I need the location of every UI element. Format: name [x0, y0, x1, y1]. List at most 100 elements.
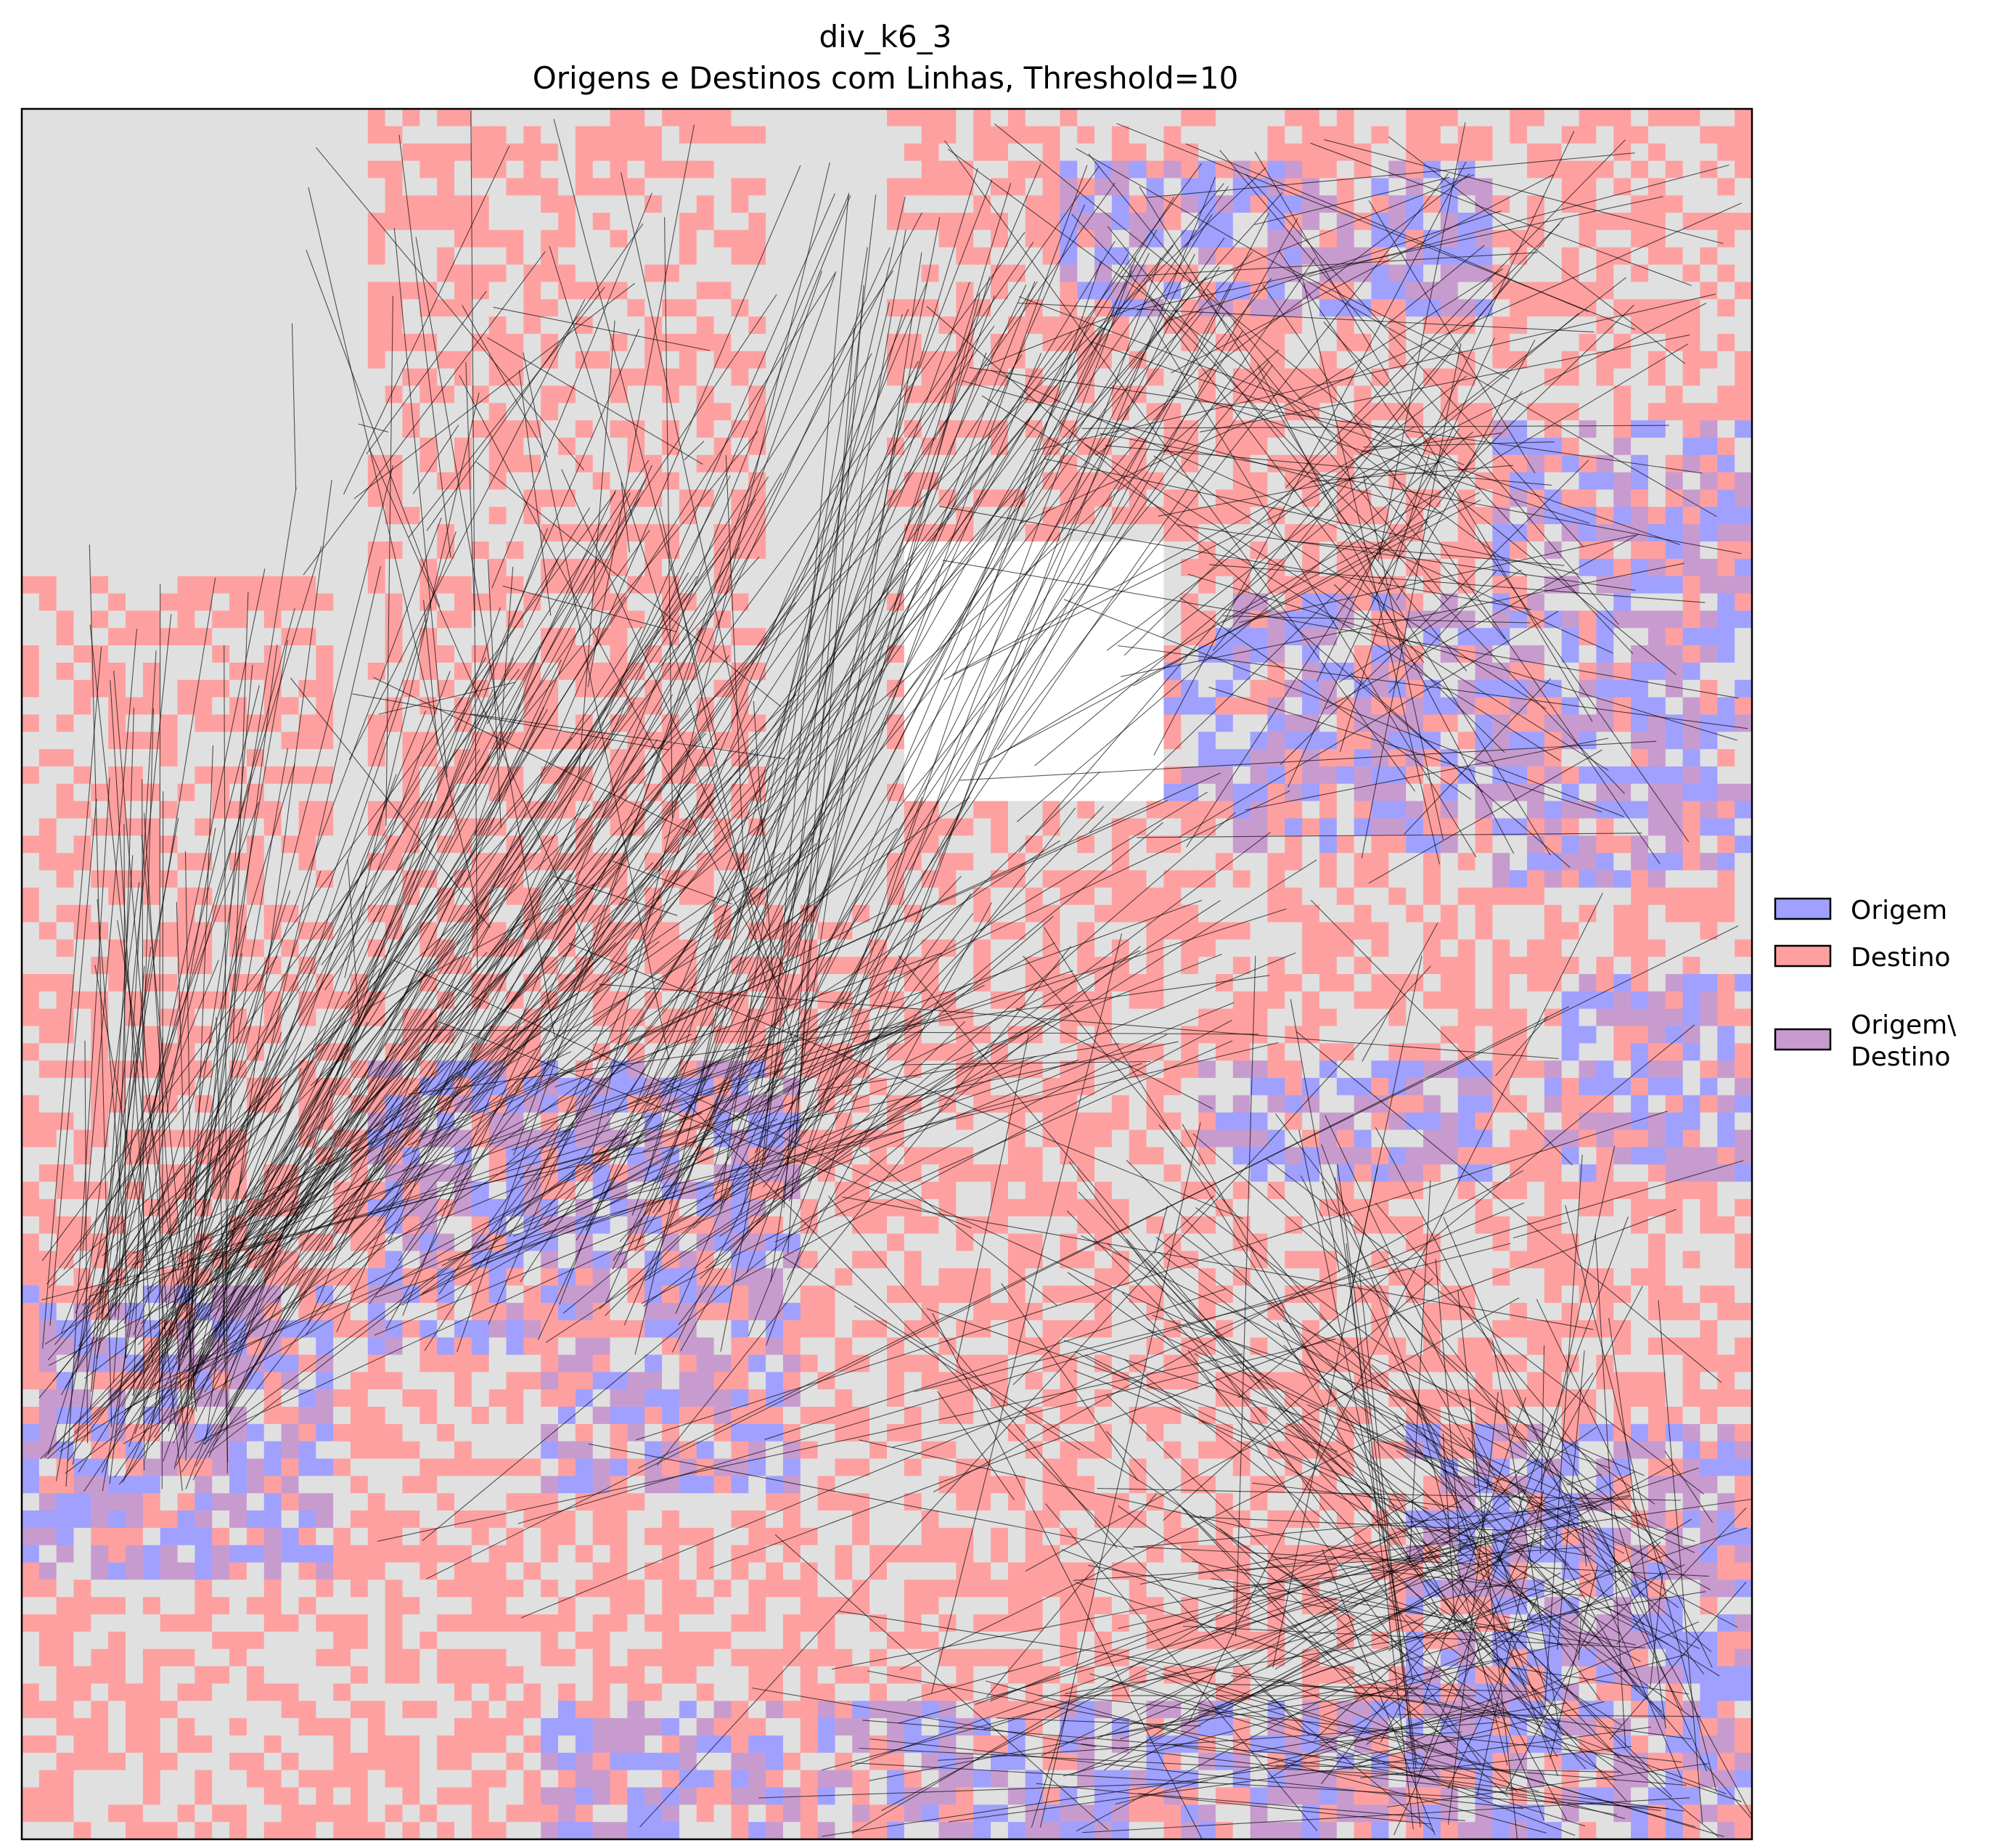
cell-background — [177, 801, 195, 819]
cell-background — [22, 524, 40, 542]
cell-background — [160, 541, 178, 560]
cell-background — [246, 437, 265, 456]
cell-origin — [1215, 679, 1234, 698]
cell-empty — [1094, 662, 1113, 681]
cell-background — [541, 818, 559, 836]
cell-destination — [1181, 870, 1199, 888]
cell-destination — [748, 229, 766, 248]
cell-empty — [973, 766, 991, 785]
cell-background — [679, 524, 697, 542]
cell-origin — [1475, 714, 1493, 732]
cell-destination — [1025, 213, 1043, 231]
cell-background — [1735, 645, 1752, 663]
cell-background — [662, 178, 680, 196]
cell-origin — [1146, 178, 1164, 196]
cell-background — [1388, 143, 1407, 161]
cell-background — [316, 160, 334, 179]
cell-empty — [1094, 541, 1113, 560]
cell-background — [160, 766, 178, 785]
cell-origin — [1579, 524, 1597, 542]
cell-background — [212, 732, 230, 750]
cell-background — [246, 507, 265, 525]
cell-origin — [1579, 766, 1597, 785]
cell-background — [22, 783, 40, 801]
cell-destination — [142, 697, 161, 715]
cell-background — [1717, 368, 1735, 386]
cell-background — [350, 264, 369, 282]
cell-destination — [471, 385, 490, 404]
cell-destination — [1492, 454, 1510, 473]
cell-destination — [195, 593, 213, 611]
cell-background — [731, 818, 749, 836]
cell-background — [177, 368, 195, 386]
cell-both — [1388, 783, 1407, 801]
cell-background — [800, 109, 819, 127]
cell-background — [126, 454, 144, 473]
cell-destination — [263, 766, 282, 785]
cell-background — [1492, 645, 1510, 663]
cell-empty — [1060, 749, 1078, 767]
cell-background — [835, 282, 853, 300]
cell-background — [263, 368, 282, 386]
cell-destination — [1285, 904, 1303, 923]
cell-destination — [1388, 316, 1407, 335]
cell-background — [852, 507, 870, 525]
cell-destination — [1510, 576, 1528, 594]
cell-background — [1007, 282, 1026, 300]
cell-destination — [160, 714, 178, 732]
cell-origin — [1735, 507, 1752, 525]
cell-background — [1077, 160, 1095, 179]
cell-destination — [1735, 143, 1752, 161]
cell-background — [1007, 835, 1026, 854]
cell-background — [246, 541, 265, 560]
cell-background — [195, 454, 213, 473]
cell-both — [1060, 264, 1078, 282]
cell-destination — [1665, 403, 1684, 421]
cell-empty — [1025, 783, 1043, 801]
cell-empty — [1094, 714, 1113, 732]
cell-destination — [488, 316, 507, 335]
cell-destination — [973, 126, 991, 144]
cell-background — [1440, 870, 1459, 888]
cell-destination — [1544, 939, 1563, 957]
cell-background — [575, 299, 594, 317]
cell-origin — [1665, 541, 1684, 560]
cell-background — [108, 229, 126, 248]
cell-destination — [38, 835, 57, 854]
cell-origin — [1354, 299, 1372, 317]
cell-destination — [956, 853, 974, 871]
cell-background — [782, 610, 801, 629]
cell-background — [1717, 766, 1735, 785]
cell-background — [333, 558, 351, 577]
cell-both — [1354, 766, 1372, 785]
cell-background — [195, 160, 213, 179]
cell-destination — [22, 766, 40, 785]
cell-background — [38, 403, 57, 421]
cell-background — [800, 316, 819, 335]
cell-destination — [731, 229, 749, 248]
cell-both — [1647, 749, 1666, 767]
cell-destination — [541, 178, 559, 196]
cell-destination — [1042, 213, 1060, 231]
cell-background — [1285, 645, 1303, 663]
cell-background — [1527, 922, 1545, 940]
cell-background — [22, 818, 40, 836]
cell-background — [195, 351, 213, 369]
cell-background — [108, 333, 126, 352]
cell-background — [229, 351, 247, 369]
cell-background — [91, 749, 109, 767]
cell-background — [160, 472, 178, 490]
cell-destination — [1510, 662, 1528, 681]
cell-destination — [367, 126, 386, 144]
cell-background — [350, 454, 369, 473]
cell-destination — [1631, 195, 1649, 213]
cell-background — [298, 368, 316, 386]
cell-background — [817, 454, 835, 473]
cell-destination — [1163, 922, 1182, 940]
cell-destination — [1111, 818, 1130, 836]
cell-destination — [1682, 507, 1700, 525]
cell-background — [1354, 316, 1372, 335]
cell-background — [333, 593, 351, 611]
cell-background — [748, 195, 766, 213]
cell-destination — [212, 576, 230, 594]
